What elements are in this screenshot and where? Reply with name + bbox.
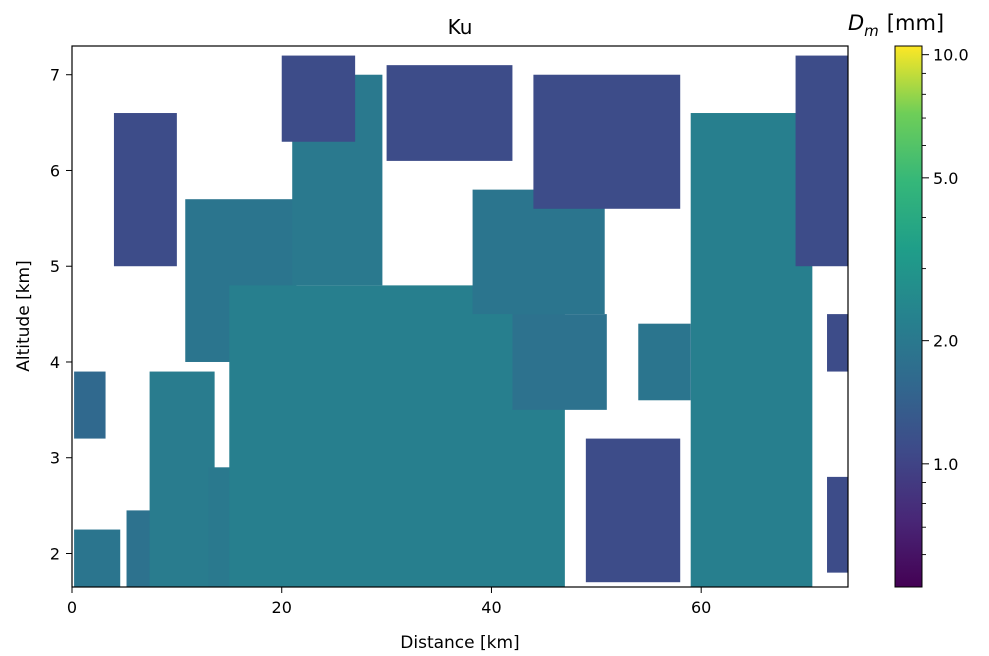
heatmap-cell [113,113,177,267]
heatmap-cell [74,371,106,439]
heatmap-cell [827,314,848,372]
plot-frame [71,45,849,588]
colorbar-tick-label: 10.0 [933,46,969,65]
colorbar-tick-label: 2.0 [933,332,958,351]
y-tick-label: 5 [50,257,60,276]
y-tick-label: 6 [50,161,60,180]
heatmap-cell [281,55,356,142]
heatmap-cell [149,371,215,587]
x-tick-label: 20 [272,598,292,617]
plot-area [71,45,849,588]
heatmap-cell [386,65,513,161]
y-tick-label: 4 [50,353,60,372]
colorbar-label-main: D [848,11,864,35]
colorbar-frame [894,45,923,588]
heatmap-cell [690,113,813,587]
y-tick-label: 3 [50,449,60,468]
y-axis-ticks: 2 3 4 5 6 7 [50,66,72,563]
heatmap-cell [795,55,848,267]
heatmap-cell [827,476,848,573]
heatmap-cell [533,74,681,209]
colorbar-ticks: 1.0 2.0 5.0 10.0 [922,46,969,556]
colorbar: 1.0 2.0 5.0 10.0 Dm [mm] [848,11,969,588]
x-tick-label: 0 [67,598,77,617]
heatmap-cell [512,314,607,410]
heatmap-cell [229,285,565,587]
colorbar-gradient [895,46,922,587]
heatmap-cell [472,189,605,315]
heatmap-cells [74,55,848,587]
heatmap-cell [74,529,121,587]
y-axis-label: Altitude [km] [14,260,34,372]
y-tick-label: 2 [50,544,60,563]
x-axis-label: Distance [km] [400,633,519,653]
heatmap-cell [638,323,691,401]
colorbar-tick-label: 1.0 [933,455,958,474]
chart-title: Ku [448,15,473,39]
x-tick-label: 40 [481,598,501,617]
x-axis-ticks: 0 20 40 60 [67,587,711,617]
x-tick-label: 60 [691,598,711,617]
y-tick-label: 7 [50,66,60,85]
heatmap-cell [585,438,681,583]
colorbar-label-sub: m [864,22,879,40]
colorbar-label-unit: [mm] [887,11,944,35]
heatmap-cell [126,510,152,587]
colorbar-label: Dm [mm] [848,11,944,40]
colorbar-tick-label: 5.0 [933,169,958,188]
